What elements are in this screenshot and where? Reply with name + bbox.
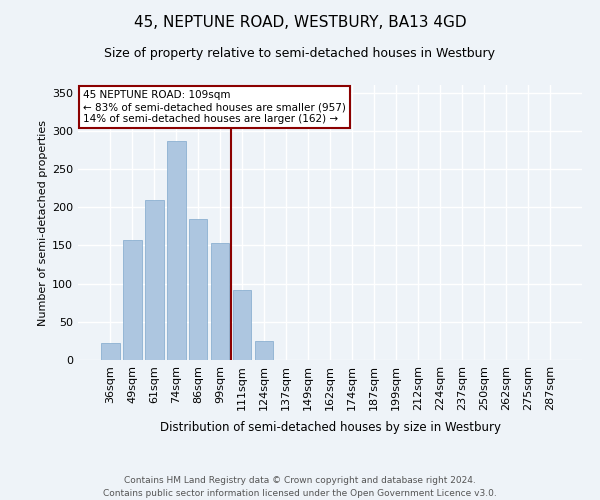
Bar (189, 220, 208, 360)
Bar (233, 290, 251, 360)
Bar (211, 243, 229, 360)
Text: Size of property relative to semi-detached houses in Westbury: Size of property relative to semi-detach… (104, 48, 496, 60)
Text: 45 NEPTUNE ROAD: 109sqm
← 83% of semi-detached houses are smaller (957)
14% of s: 45 NEPTUNE ROAD: 109sqm ← 83% of semi-de… (83, 90, 346, 124)
Bar (255, 341, 274, 360)
Bar (145, 200, 164, 360)
Text: Contains HM Land Registry data © Crown copyright and database right 2024.
Contai: Contains HM Land Registry data © Crown c… (103, 476, 497, 498)
Text: 45, NEPTUNE ROAD, WESTBURY, BA13 4GD: 45, NEPTUNE ROAD, WESTBURY, BA13 4GD (134, 15, 466, 30)
Bar (101, 343, 119, 360)
Bar (167, 141, 185, 360)
X-axis label: Distribution of semi-detached houses by size in Westbury: Distribution of semi-detached houses by … (160, 421, 500, 434)
Bar (123, 240, 142, 360)
Y-axis label: Number of semi-detached properties: Number of semi-detached properties (38, 120, 48, 326)
